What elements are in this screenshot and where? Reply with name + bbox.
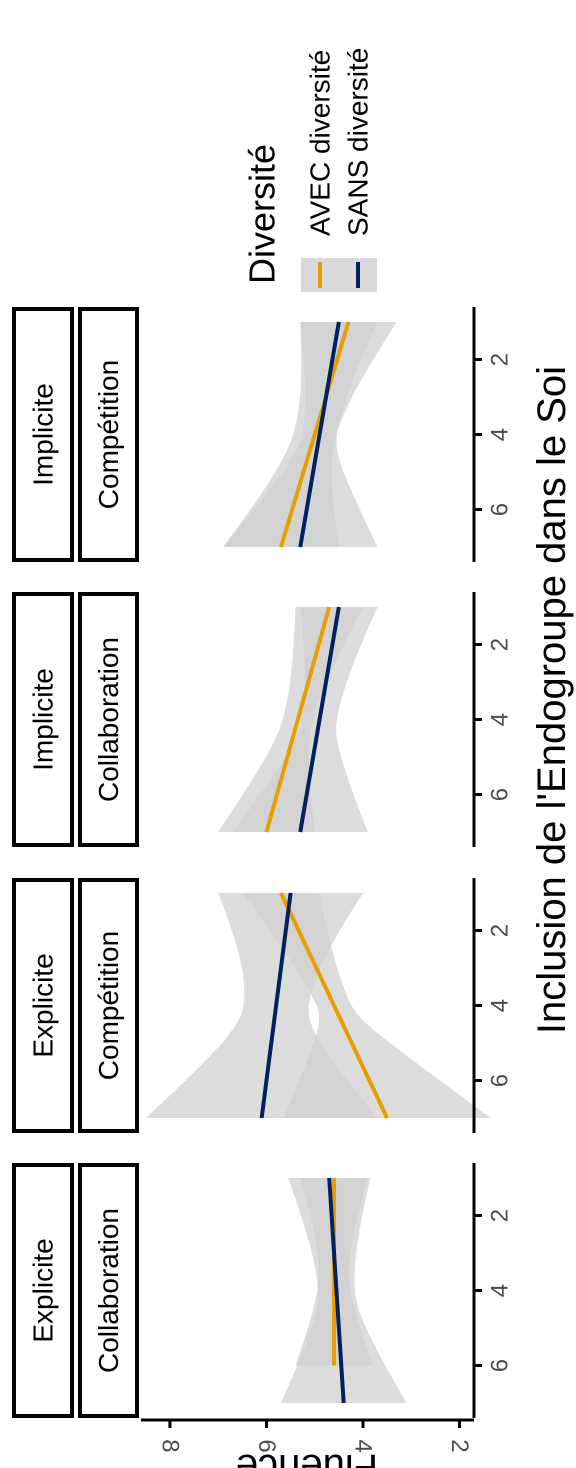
- facet-strip: [78, 1163, 139, 1418]
- facet-strip-label: Implicite: [28, 383, 59, 486]
- facet-panel: Explicite Compétition 2 4 6: [12, 878, 514, 1133]
- facet-strip: [78, 878, 139, 1133]
- x-tick-label: 2: [487, 353, 514, 366]
- legend-label: SANS diversité: [343, 48, 374, 236]
- facet-strip: [78, 307, 139, 562]
- x-tick-label: 2: [487, 924, 514, 937]
- y-axis-title: Fluence: [236, 1446, 378, 1468]
- facet-panel: Implicite Compétition 2 4 6: [12, 307, 514, 562]
- x-tick-label: 2: [487, 638, 514, 651]
- y-tick-label: 4: [350, 1439, 377, 1452]
- x-tick-label: 6: [487, 1359, 514, 1372]
- facet-panel: Implicite Collaboration 2 4 6: [12, 592, 514, 847]
- facet-strip: [12, 1163, 74, 1418]
- confidence-band: [232, 607, 378, 832]
- legend-label: AVEC diversité: [305, 50, 336, 236]
- facet-strip-label: Implicite: [28, 668, 59, 771]
- y-axis: 2 4 6 8: [141, 1418, 474, 1453]
- confidence-band: [145, 893, 378, 1118]
- x-tick-label: 2: [487, 1209, 514, 1222]
- y-tick-label: 2: [446, 1439, 473, 1452]
- y-tick-label: 6: [253, 1439, 280, 1452]
- facet-strip-label: Collaboration: [93, 637, 124, 802]
- x-tick-label: 6: [487, 1074, 514, 1087]
- facet-panel: Explicite Collaboration 2 4 6: [12, 1163, 514, 1418]
- x-tick-label: 4: [487, 428, 514, 441]
- x-tick-label: 6: [487, 788, 514, 801]
- legend-title: Diversité: [242, 144, 283, 284]
- regression-line: [279, 321, 351, 548]
- facet-strip: [12, 592, 74, 847]
- legend: Diversité AVEC diversité SANS diversité: [242, 48, 377, 292]
- regression-line: [327, 1177, 346, 1404]
- facet-strip-label: Collaboration: [93, 1208, 124, 1373]
- x-tick-label: 6: [487, 503, 514, 516]
- regression-line: [298, 606, 341, 833]
- facet-strip: [12, 878, 74, 1133]
- facet-strip: [12, 307, 74, 562]
- x-tick-label: 4: [487, 1284, 514, 1297]
- x-axis-title: Inclusion de l'Endogroupe dans le Soi: [530, 366, 574, 1034]
- facet-strip: [78, 592, 139, 847]
- facet-strip-label: Compétition: [93, 931, 124, 1080]
- y-tick-label: 8: [156, 1439, 183, 1452]
- regression-line: [298, 321, 341, 548]
- confidence-band: [280, 1178, 407, 1403]
- x-tick-label: 4: [487, 713, 514, 726]
- confidence-band: [223, 322, 378, 547]
- regression-line: [264, 606, 332, 833]
- facet-strip-label: Explicite: [28, 953, 59, 1057]
- facet-strip-label: Explicite: [28, 1238, 59, 1342]
- facet-strip-label: Compétition: [93, 360, 124, 509]
- regression-line: [279, 892, 389, 1119]
- x-tick-label: 4: [487, 999, 514, 1012]
- regression-line: [259, 892, 293, 1119]
